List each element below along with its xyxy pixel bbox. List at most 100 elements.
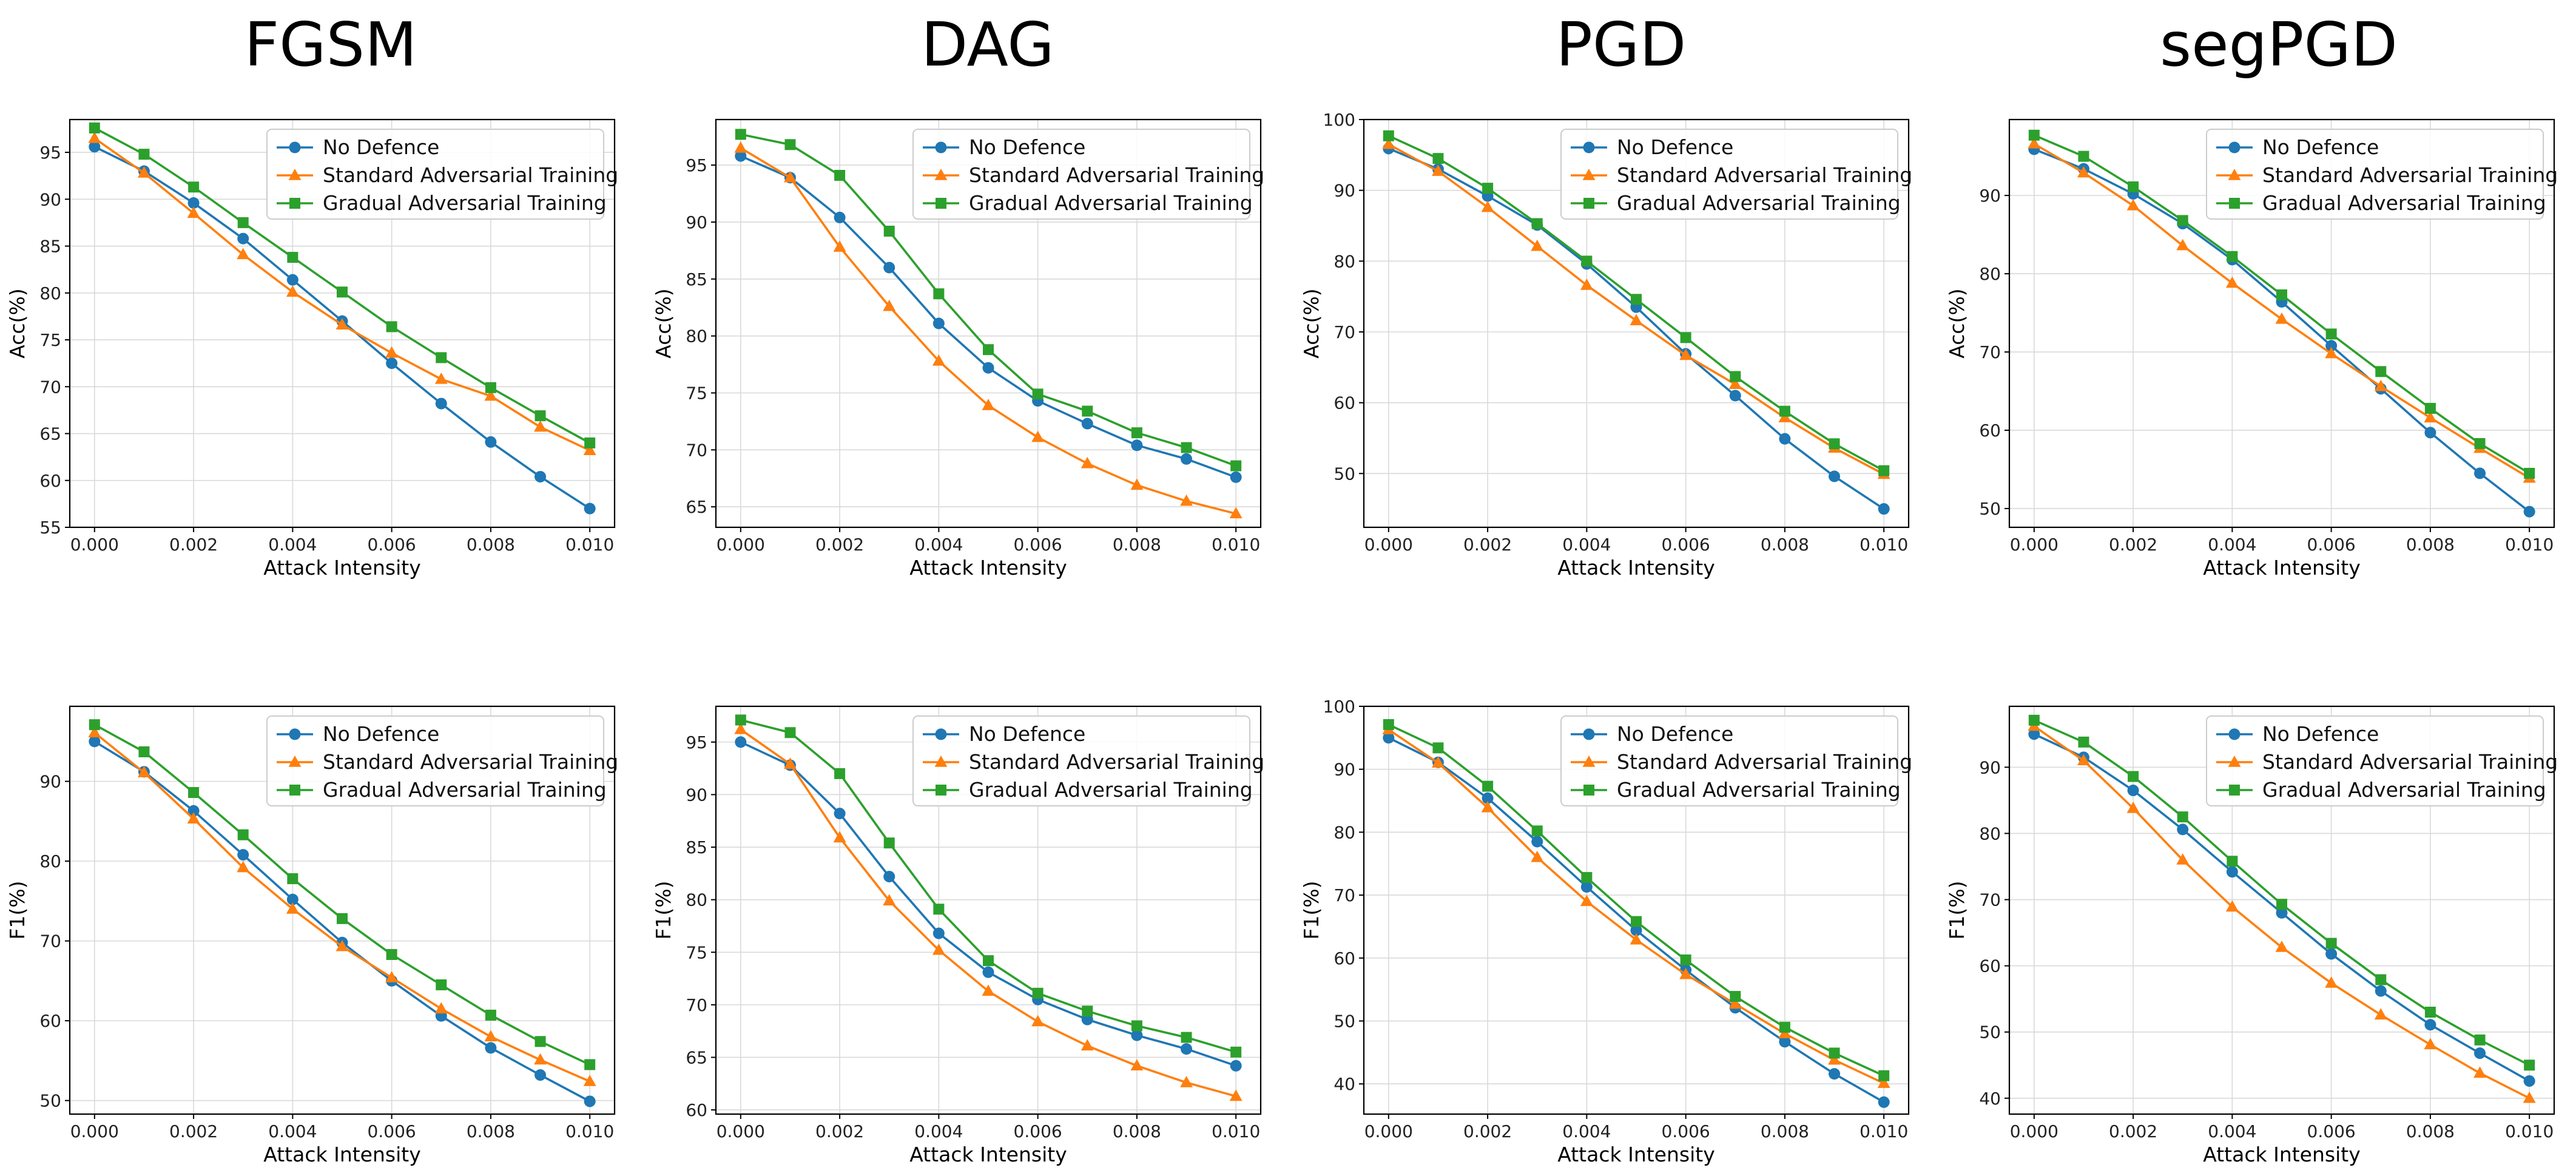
data-point [1032, 388, 1044, 400]
data-point [1181, 453, 1193, 465]
legend-label: Standard Adversarial Training [2262, 163, 2558, 187]
legend-item: Standard Adversarial Training [2216, 750, 2558, 774]
legend-marker [288, 169, 302, 180]
y-tick-label: 40 [1334, 1074, 1355, 1094]
data-point [883, 262, 895, 274]
data-point [2077, 754, 2090, 766]
data-point [1829, 1068, 1841, 1080]
data-point [1679, 348, 1693, 360]
data-point [434, 1002, 448, 1014]
series-gradual-adversarial-training [2028, 714, 2535, 1071]
data-point [734, 723, 747, 734]
legend-marker [289, 728, 301, 740]
y-tick-label: 50 [1979, 1022, 2001, 1043]
data-point [784, 171, 797, 183]
legend-marker [2228, 169, 2241, 180]
data-point [584, 1059, 596, 1070]
data-point [2325, 948, 2338, 960]
data-point [485, 1042, 497, 1054]
data-point [485, 1009, 496, 1021]
y-tick-label: 100 [1323, 110, 1355, 130]
data-point [2227, 251, 2238, 262]
data-point [1432, 153, 1444, 164]
data-point [335, 318, 349, 330]
legend-marker [2228, 141, 2241, 154]
legend-marker [1582, 755, 1596, 767]
x-tick-label: 0.004 [914, 1121, 963, 1141]
y-tick-label: 90 [686, 785, 707, 805]
legend-label: No Defence [969, 135, 1085, 159]
data-point [1081, 1013, 1093, 1026]
data-point [883, 894, 896, 906]
y-tick-label: 85 [39, 237, 61, 257]
legend-item: No Defence [1571, 722, 1733, 746]
legend-item: Gradual Adversarial Training [2216, 778, 2546, 802]
legend: No Defence Standard Adversarial Training G… [266, 129, 618, 220]
x-tick-label: 0.008 [1761, 1121, 1809, 1141]
x-tick-label: 0.002 [169, 1121, 218, 1141]
data-point [237, 217, 249, 228]
y-axis-label: F1(%) [5, 880, 29, 939]
x-tick-label: 0.008 [1761, 535, 1809, 555]
legend-label: Standard Adversarial Training [1617, 750, 1912, 774]
y-tick-label: 60 [1334, 948, 1355, 968]
data-point [1630, 314, 1643, 326]
data-point [2176, 238, 2190, 251]
data-point [2028, 129, 2040, 141]
data-point [1531, 218, 1543, 229]
series-gradual-adversarial-training [2028, 129, 2535, 479]
data-point [735, 150, 747, 162]
legend-marker [934, 169, 948, 180]
data-point [138, 766, 150, 777]
column-title-segpgd: segPGD [2160, 9, 2398, 80]
x-tick-label: 0.008 [2406, 1121, 2455, 1141]
legend-item: Standard Adversarial Training [923, 750, 1264, 774]
data-point [1229, 507, 1242, 519]
data-point [1730, 991, 1741, 1002]
data-point [1081, 417, 1093, 430]
legend-box [2206, 129, 2544, 220]
data-point [883, 837, 895, 849]
data-point [1779, 405, 1790, 417]
legend-marker [288, 755, 302, 767]
data-point [1031, 1015, 1045, 1027]
data-point [2325, 346, 2338, 359]
y-tick-label: 60 [1979, 956, 2001, 976]
legend-marker [936, 198, 946, 209]
legend-label: No Defence [323, 135, 439, 159]
data-point [1032, 987, 1044, 999]
data-point [1432, 742, 1444, 754]
legend-label: Standard Adversarial Training [2262, 750, 2558, 774]
data-point [2474, 467, 2486, 479]
legend-box [1560, 715, 1898, 806]
legend-marker [1583, 785, 1594, 796]
data-point [1131, 427, 1142, 439]
column-title-dag: DAG [921, 9, 1054, 80]
data-point [2225, 276, 2239, 288]
x-tick-label: 0.002 [1463, 1121, 1512, 1141]
column-title-fgsm: FGSM [244, 9, 417, 80]
data-point [484, 1030, 497, 1042]
series-gradual-adversarial-training [1383, 130, 1890, 476]
y-tick-label: 60 [39, 471, 61, 491]
series-gradual-adversarial-training [735, 129, 1242, 471]
y-tick-label: 65 [39, 424, 61, 444]
data-point [2177, 823, 2189, 836]
data-point [1081, 1039, 1094, 1051]
data-point [534, 471, 547, 483]
data-point [386, 321, 397, 333]
data-point [2473, 1066, 2486, 1078]
data-point [583, 1075, 596, 1086]
legend-label: Gradual Adversarial Training [2262, 778, 2546, 802]
data-point [833, 240, 846, 252]
x-tick-label: 0.000 [1364, 535, 1413, 555]
legend-item: No Defence [2216, 135, 2379, 159]
x-tick-label: 0.006 [368, 1121, 416, 1141]
y-tick-label: 65 [686, 497, 707, 517]
legend-marker [1583, 141, 1595, 154]
data-point [735, 714, 746, 726]
data-point [784, 727, 796, 738]
data-point [386, 357, 398, 370]
y-tick-label: 95 [686, 732, 707, 752]
y-tick-label: 60 [1979, 421, 2001, 441]
